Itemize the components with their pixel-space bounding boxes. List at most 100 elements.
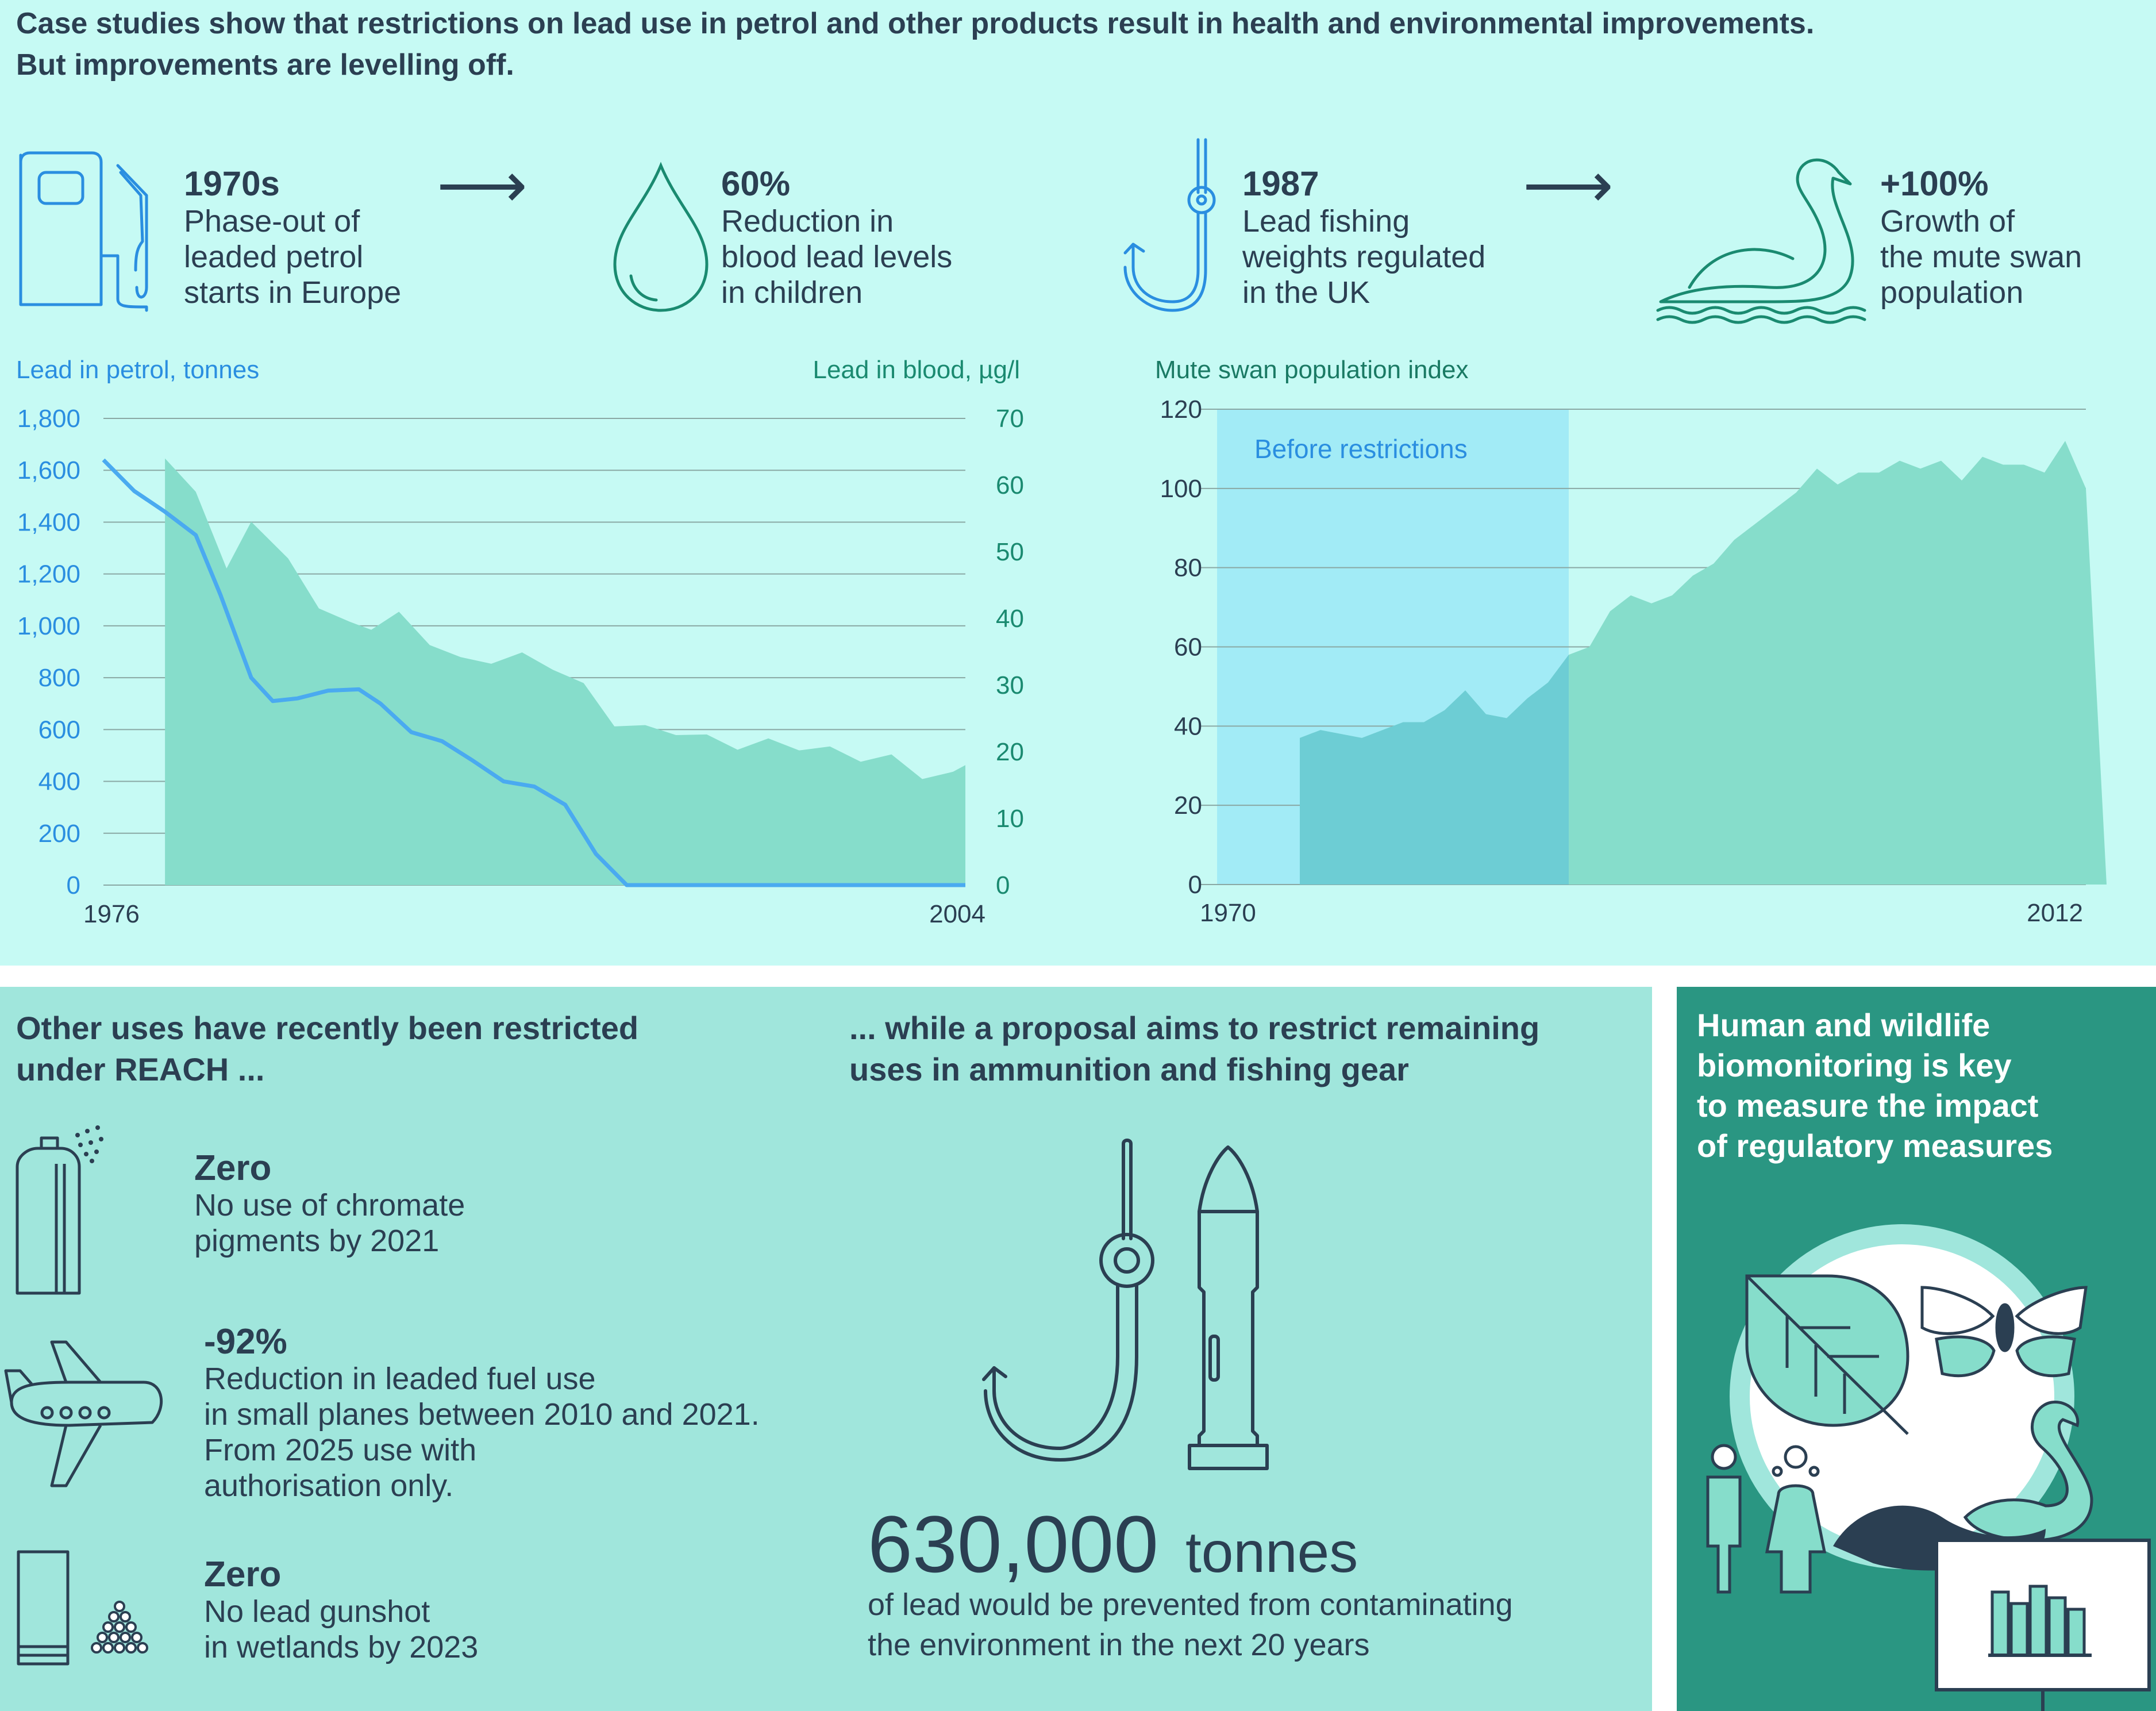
swan-population-chart: 0 20 40 60 80 100 120 Before restrictions 1970 20… — [1160, 395, 2107, 927]
right-axis-label: Lead in blood, µg/l — [813, 356, 1020, 384]
y-left-tick-label: 1,800 — [17, 405, 80, 433]
pellet — [91, 1642, 102, 1654]
pellet — [97, 1632, 108, 1643]
bio-line: to measure the impact — [1697, 1087, 2038, 1124]
pellet — [114, 1601, 125, 1612]
y-right-tick-label: 70 — [996, 405, 1024, 433]
big-number: 630,000 — [868, 1499, 1158, 1589]
item-value: Zero — [194, 1148, 271, 1188]
bio-line: of regulatory measures — [1697, 1128, 2053, 1164]
proposal-line: of lead would be prevented from contamin… — [868, 1587, 1513, 1622]
x-tick-label: 2004 — [929, 900, 985, 928]
y-right-tick-label: 10 — [996, 805, 1024, 833]
reach-item-gunshot: Zero No lead gunshot in wetlands by 2023 — [204, 1555, 478, 1664]
pellet — [125, 1642, 137, 1654]
proposal-line: the environment in the next 20 years — [868, 1628, 1370, 1662]
pellets — [91, 1601, 148, 1654]
y-right-tick-label: 0 — [996, 871, 1010, 899]
fact-line: blood lead levels — [721, 240, 952, 274]
reach-item-chromate: Zero No use of chromate pigments by 2021 — [194, 1148, 465, 1258]
monitor-icon — [1935, 1539, 2151, 1711]
y-right-tick-label: 60 — [996, 471, 1024, 499]
y-left-tick-label: 1,200 — [17, 560, 80, 589]
y-tick-label: 0 — [1188, 871, 1202, 899]
y-left-tick-label: 800 — [38, 664, 80, 692]
fact-line: starts in Europe — [184, 275, 401, 310]
fact-line: in children — [721, 275, 863, 310]
bio-line: biomonitoring is key — [1697, 1047, 2012, 1083]
x-tick-label: 1970 — [1200, 899, 1256, 927]
reach-item-aviation: -92% Reduction in leaded fuel use in sma… — [204, 1322, 760, 1503]
item-line: From 2025 use with — [204, 1433, 476, 1467]
pellet — [108, 1611, 120, 1622]
pellet — [120, 1611, 131, 1622]
y-left-tick-label: 400 — [38, 768, 80, 796]
fuel-pump-icon — [19, 151, 148, 312]
biomonitoring-illustration — [1706, 1224, 2151, 1711]
item-line: pigments by 2021 — [194, 1224, 439, 1258]
item-line: Reduction in leaded fuel use — [204, 1362, 596, 1396]
pellet — [137, 1642, 148, 1654]
fact-fishing-weights: 1987 Lead fishing weights regulated in t… — [1242, 164, 1485, 310]
pellet — [102, 1642, 114, 1654]
arrow-glyph: ⟶ — [1523, 150, 1614, 221]
y-left-tick-label: 200 — [38, 820, 80, 848]
fact-line: Phase-out of — [184, 204, 360, 239]
large-hook-icon — [982, 1139, 1154, 1462]
arrow-glyph: ⟶ — [437, 150, 528, 221]
butterfly-icon — [1920, 1286, 2088, 1378]
y-tick-label: 40 — [1174, 712, 1202, 740]
fact-blood-lead: 60% Reduction in blood lead levels in ch… — [721, 164, 952, 310]
y-left-tick-label: 1,400 — [17, 508, 80, 536]
swan-axis-label: Mute swan population index — [1155, 356, 1468, 384]
shaded-region-label: Before restrictions — [1254, 434, 1468, 464]
drop-icon — [613, 162, 709, 312]
bio-line: Human and wildlife — [1697, 1007, 1990, 1043]
y-right-tick-label: 30 — [996, 671, 1024, 699]
item-value: -92% — [204, 1322, 287, 1362]
pellet — [102, 1621, 114, 1633]
pellet — [120, 1632, 131, 1643]
fact-line: weights regulated — [1242, 240, 1485, 274]
big-unit: tonnes — [1185, 1520, 1358, 1585]
x-tick-label: 2012 — [2027, 899, 2083, 927]
y-right-tick-label: 50 — [996, 538, 1024, 566]
pellet — [114, 1642, 125, 1654]
pellet — [125, 1621, 137, 1633]
fact-value: 60% — [721, 164, 790, 203]
gunshot-icon — [17, 1550, 148, 1666]
fact-swan-growth: +100% Growth of the mute swan population — [1880, 164, 2082, 310]
left-axis-label: Lead in petrol, tonnes — [16, 356, 259, 384]
swan-index-area-shaded — [1300, 655, 1569, 885]
page-title-line2: But improvements are levelling off. — [16, 48, 514, 82]
swan-icon — [1656, 158, 1866, 324]
lead-petrol-blood-chart: 02004006008001,0001,2001,4001,6001,80001… — [17, 405, 1024, 928]
fact-value: 1970s — [184, 164, 280, 203]
item-line: in small planes between 2010 and 2021. — [204, 1397, 760, 1432]
y-tick-label: 20 — [1174, 791, 1202, 820]
y-tick-label: 80 — [1174, 554, 1202, 582]
x-tick-label: 1976 — [83, 900, 140, 928]
fact-line: population — [1880, 275, 2023, 310]
item-value: Zero — [204, 1555, 281, 1594]
y-left-tick-label: 600 — [38, 716, 80, 744]
y-left-tick-label: 1,600 — [17, 456, 80, 485]
fact-line: leaded petrol — [184, 240, 363, 274]
adult-icon — [1706, 1444, 1742, 1594]
fact-line: Growth of — [1880, 204, 2015, 239]
pellet — [114, 1621, 125, 1633]
fact-line: the mute swan — [1880, 240, 2082, 274]
blood-lead-area — [165, 458, 966, 885]
bullet-icon — [1188, 1145, 1269, 1470]
y-tick-label: 100 — [1160, 475, 1202, 503]
y-left-tick-label: 1,000 — [17, 612, 80, 640]
spray-can-icon — [16, 1125, 103, 1295]
item-line: No lead gunshot — [204, 1594, 430, 1629]
proposal-heading-line2: uses in ammunition and fishing gear — [849, 1051, 1409, 1087]
pellet — [108, 1632, 120, 1643]
y-left-tick-label: 0 — [67, 871, 80, 899]
fact-line: in the UK — [1242, 275, 1370, 310]
y-tick-label: 60 — [1174, 633, 1202, 662]
child-icon — [1765, 1445, 1827, 1594]
